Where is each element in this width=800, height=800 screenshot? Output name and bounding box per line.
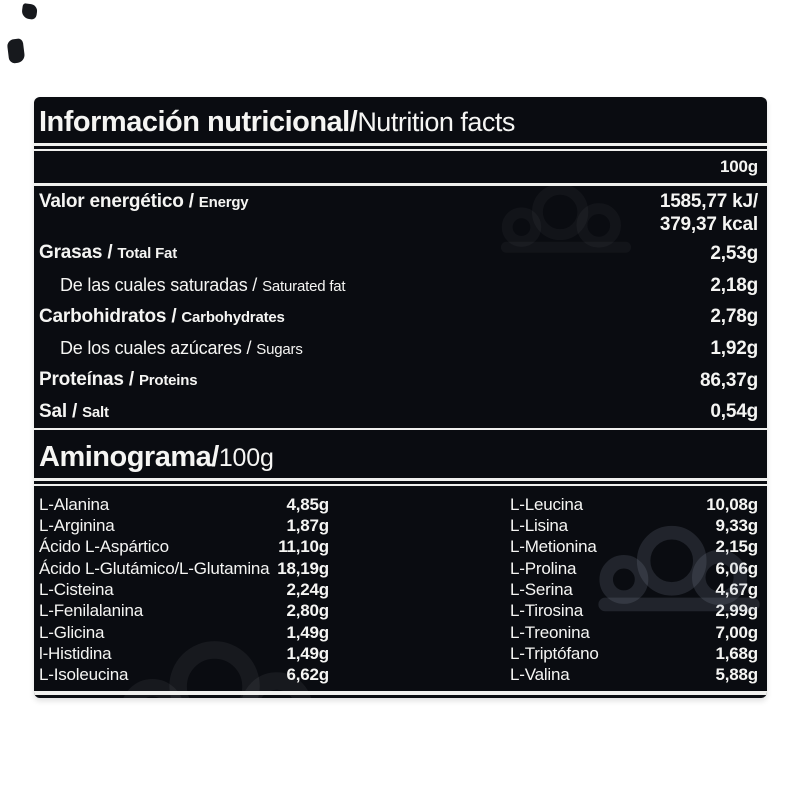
- label-title-es: Información nutricional/: [39, 106, 358, 138]
- nutrition-row: Grasas / Total Fat 2,53g: [39, 238, 758, 270]
- aminogram-right-column: L-Leucina 10,08g L-Lisina 9,33g L-Metion…: [510, 494, 758, 686]
- double-divider: [34, 478, 767, 487]
- edge-artifact-icon: [6, 38, 26, 64]
- nutrition-row-value: 86,37g: [700, 369, 758, 391]
- nutrition-row: De los cuales azúcares / Sugars 1,92g: [39, 333, 758, 365]
- aminogram-row: L-Alanina 4,85g: [39, 494, 329, 514]
- nutrition-row-value: 2,18g: [710, 274, 758, 296]
- nutrition-row: Proteínas / Proteins 86,37g: [39, 364, 758, 396]
- label-title: Información nutricional/Nutrition facts: [34, 103, 767, 141]
- aminogram-row: L-Fenilalanina 2,80g: [39, 601, 329, 621]
- aminogram-row: L-Triptófano 1,68g: [510, 643, 758, 663]
- bottom-divider: [34, 691, 767, 695]
- aminogram-row: Ácido L-Glutámico/L-Glutamina 18,19g: [39, 558, 329, 578]
- aminogram-row: L-Valina 5,88g: [510, 665, 758, 685]
- edge-artifact-icon: [21, 3, 38, 20]
- nutrition-row-value: 2,78g: [710, 306, 758, 328]
- nutrition-row-value: 0,54g: [710, 401, 758, 423]
- nutrition-label-panel: Información nutricional/Nutrition facts …: [34, 97, 767, 698]
- nutrition-row-label: Grasas / Total Fat: [39, 242, 177, 264]
- aminogram-row: Ácido L-Aspártico 11,10g: [39, 537, 329, 557]
- aminogram-row: L-Lisina 9,33g: [510, 516, 758, 536]
- column-header-100g: 100g: [720, 157, 758, 176]
- nutrition-row-label: Sal / Salt: [39, 400, 109, 422]
- nutrition-row-value: 1,92g: [710, 337, 758, 359]
- nutrition-row-label: Carbohidratos / Carbohydrates: [39, 305, 285, 327]
- aminogram-row: L-Glicina 1,49g: [39, 622, 329, 642]
- aminogram-left-column: L-Alanina 4,85g L-Arginina 1,87g Ácido L…: [39, 494, 329, 686]
- aminogram-row: L-Prolina 6,06g: [510, 558, 758, 578]
- nutrition-row-value: 1585,77 kJ/ 379,37 kcal: [659, 190, 758, 235]
- nutrition-row: Carbohidratos / Carbohydrates 2,78g: [39, 301, 758, 333]
- nutrition-row-label: De las cuales saturadas / Saturated fat: [60, 274, 346, 295]
- nutrition-row: De las cuales saturadas / Saturated fat 2…: [39, 269, 758, 301]
- aminogram-row: L-Tirosina 2,99g: [510, 601, 758, 621]
- aminogram-title-sub: 100g: [218, 444, 274, 473]
- aminogram-row: L-Metionina 2,15g: [510, 537, 758, 557]
- aminogram-title-text: Aminograma/: [39, 441, 219, 474]
- divider: [34, 183, 767, 186]
- double-divider: [34, 143, 767, 151]
- nutrition-row-label: Proteínas / Proteins: [39, 369, 198, 391]
- nutrition-row: Sal / Salt 0,54g: [39, 396, 758, 428]
- aminogram-title: Aminograma/100g: [34, 438, 767, 476]
- nutrition-row: Valor energético / Energy 1585,77 kJ/ 379…: [39, 186, 758, 238]
- nutrition-table: Valor energético / Energy 1585,77 kJ/ 379…: [34, 186, 767, 428]
- label-title-en: Nutrition facts: [357, 107, 515, 137]
- aminogram-row: L-Isoleucina 6,62g: [39, 665, 329, 685]
- aminogram-row: L-Serina 4,67g: [510, 579, 758, 599]
- aminogram-table: L-Alanina 4,85g L-Arginina 1,87g Ácido L…: [34, 494, 767, 686]
- aminogram-row: l-Histidina 1,49g: [39, 643, 329, 663]
- aminogram-row: L-Arginina 1,87g: [39, 516, 329, 536]
- nutrition-row-value: 2,53g: [710, 242, 758, 264]
- nutrition-row-label: De los cuales azúcares / Sugars: [60, 337, 303, 358]
- nutrition-row-label: Valor energético / Energy: [39, 190, 249, 212]
- aminogram-row: L-Leucina 10,08g: [510, 494, 758, 514]
- divider: [34, 427, 767, 431]
- aminogram-row: L-Treonina 7,00g: [510, 622, 758, 642]
- aminogram-row: L-Cisteina 2,24g: [39, 579, 329, 599]
